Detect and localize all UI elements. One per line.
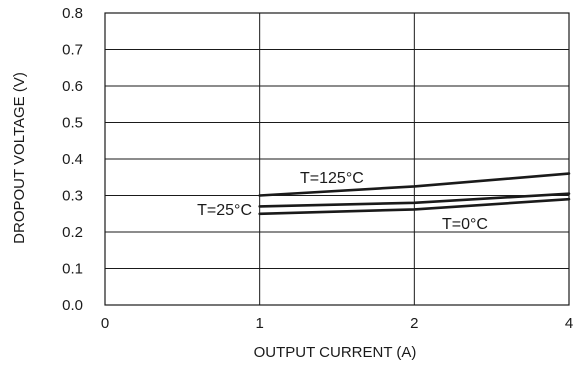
y-tick-label: 0.4 [62, 151, 83, 168]
series-layer [258, 172, 571, 216]
tick-label-layer: 0.0 0.1 0.2 0.3 0.4 0.5 0.6 0.7 0.8 0 1 2 4 [62, 5, 573, 332]
series-line [258, 172, 571, 197]
y-tick-label: 0.6 [62, 78, 83, 95]
series-label: T=0°C [442, 216, 488, 233]
y-tick-label: 0.8 [62, 5, 83, 22]
x-tick-label: 0 [101, 315, 109, 332]
series-line [258, 192, 571, 208]
x-tick-label: 1 [255, 315, 263, 332]
x-tick-label: 4 [565, 315, 573, 332]
grid-layer [104, 12, 570, 306]
y-tick-label: 0.3 [62, 188, 83, 205]
plot-frame [104, 12, 570, 306]
x-axis-title: OUTPUT CURRENT (A) [254, 344, 417, 361]
y-tick-label: 0.7 [62, 42, 83, 59]
y-tick-label: 0.0 [62, 297, 83, 314]
y-axis-title: DROPOUT VOLTAGE (V) [11, 72, 28, 244]
y-tick-label: 0.2 [62, 224, 83, 241]
series-label-layer: T=125°C T=25°C T=0°C [197, 170, 488, 233]
series-line [258, 197, 571, 216]
x-tick-label: 2 [410, 315, 418, 332]
series-label: T=25°C [197, 202, 252, 219]
y-tick-label: 0.5 [62, 115, 83, 132]
series-label: T=125°C [300, 170, 364, 187]
y-tick-label: 0.1 [62, 261, 83, 278]
